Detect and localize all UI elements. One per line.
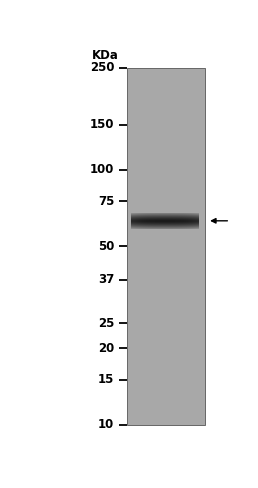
Text: 15: 15 (98, 373, 114, 386)
Text: 150: 150 (90, 118, 114, 131)
Bar (127, 68, 205, 425)
Text: 20: 20 (98, 342, 114, 355)
Text: 75: 75 (98, 195, 114, 208)
Text: KDa: KDa (92, 49, 119, 62)
Text: 37: 37 (98, 273, 114, 286)
Text: 50: 50 (98, 240, 114, 253)
Text: 250: 250 (90, 61, 114, 75)
Text: 10: 10 (98, 418, 114, 431)
Text: 100: 100 (90, 163, 114, 176)
Text: 25: 25 (98, 317, 114, 330)
